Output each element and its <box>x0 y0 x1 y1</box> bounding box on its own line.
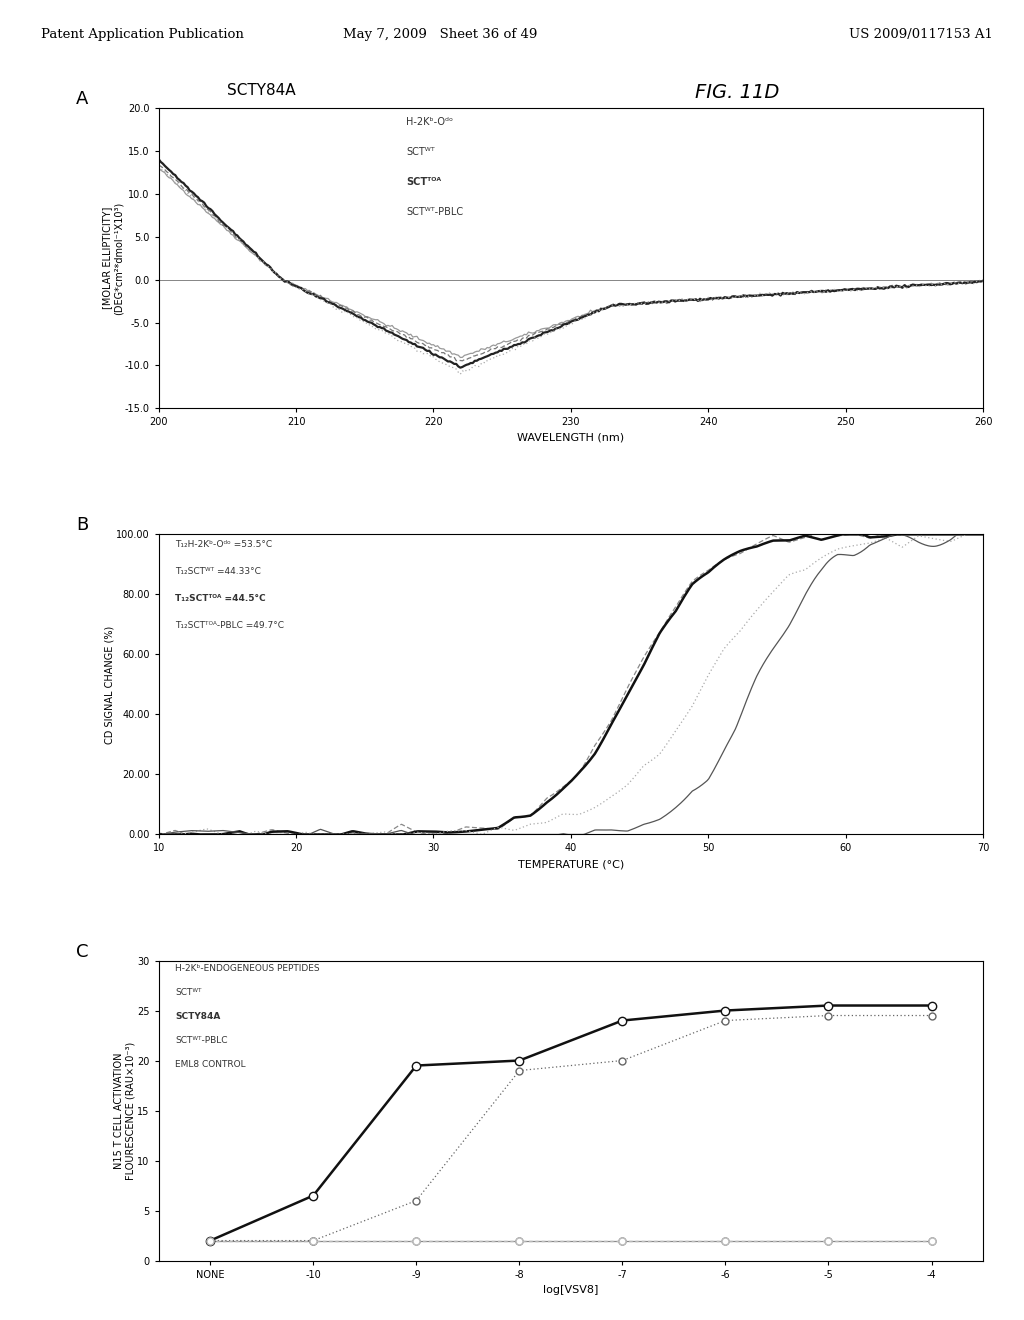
Text: T₁₂SCTᵀᴼᴬ =44.5°C: T₁₂SCTᵀᴼᴬ =44.5°C <box>175 594 266 603</box>
X-axis label: log[VSV8]: log[VSV8] <box>543 1286 599 1295</box>
X-axis label: WAVELENGTH (nm): WAVELENGTH (nm) <box>517 433 625 444</box>
Y-axis label: [MOLAR ELLIPTICITY]
(DEG*cm²*dmol⁻¹X10³): [MOLAR ELLIPTICITY] (DEG*cm²*dmol⁻¹X10³) <box>101 202 123 315</box>
Text: US 2009/0117153 A1: US 2009/0117153 A1 <box>849 28 993 41</box>
Text: B: B <box>76 516 88 535</box>
Text: SCTY84A: SCTY84A <box>226 83 296 98</box>
Y-axis label: N15 T CELL ACTIVATION
FLOURESCENCE (RAU×10⁻³): N15 T CELL ACTIVATION FLOURESCENCE (RAU×… <box>115 1041 136 1180</box>
Text: T₁₂H-2Kᵇ-Oᵈᵒ =53.5°C: T₁₂H-2Kᵇ-Oᵈᵒ =53.5°C <box>175 540 272 549</box>
Text: C: C <box>76 942 89 961</box>
Text: Patent Application Publication: Patent Application Publication <box>41 28 244 41</box>
X-axis label: TEMPERATURE (°C): TEMPERATURE (°C) <box>518 859 624 869</box>
Text: SCTᵀᴼᴬ: SCTᵀᴼᴬ <box>406 177 441 187</box>
Text: T₁₂SCTᵀᴼᴬ-PBLC =49.7°C: T₁₂SCTᵀᴼᴬ-PBLC =49.7°C <box>175 622 285 631</box>
Text: FIG. 11D: FIG. 11D <box>695 83 779 102</box>
Text: SCTᵂᵀ: SCTᵂᵀ <box>175 987 202 997</box>
Text: May 7, 2009   Sheet 36 of 49: May 7, 2009 Sheet 36 of 49 <box>343 28 538 41</box>
Text: SCTY84A: SCTY84A <box>175 1011 220 1020</box>
Text: H-2Kᵇ-ENDOGENEOUS PEPTIDES: H-2Kᵇ-ENDOGENEOUS PEPTIDES <box>175 964 319 973</box>
Text: T₁₂SCTᵂᵀ =44.33°C: T₁₂SCTᵂᵀ =44.33°C <box>175 568 261 577</box>
Y-axis label: CD SIGNAL CHANGE (%): CD SIGNAL CHANGE (%) <box>104 626 115 743</box>
Text: SCTᵂᵀ-PBLC: SCTᵂᵀ-PBLC <box>406 207 463 218</box>
Text: EML8 CONTROL: EML8 CONTROL <box>175 1060 246 1068</box>
Text: H-2Kᵇ-Oᵈᵒ: H-2Kᵇ-Oᵈᵒ <box>406 117 454 127</box>
Text: SCTᵂᵀ: SCTᵂᵀ <box>406 148 434 157</box>
Text: A: A <box>76 90 89 108</box>
Text: SCTᵂᵀ-PBLC: SCTᵂᵀ-PBLC <box>175 1035 227 1044</box>
